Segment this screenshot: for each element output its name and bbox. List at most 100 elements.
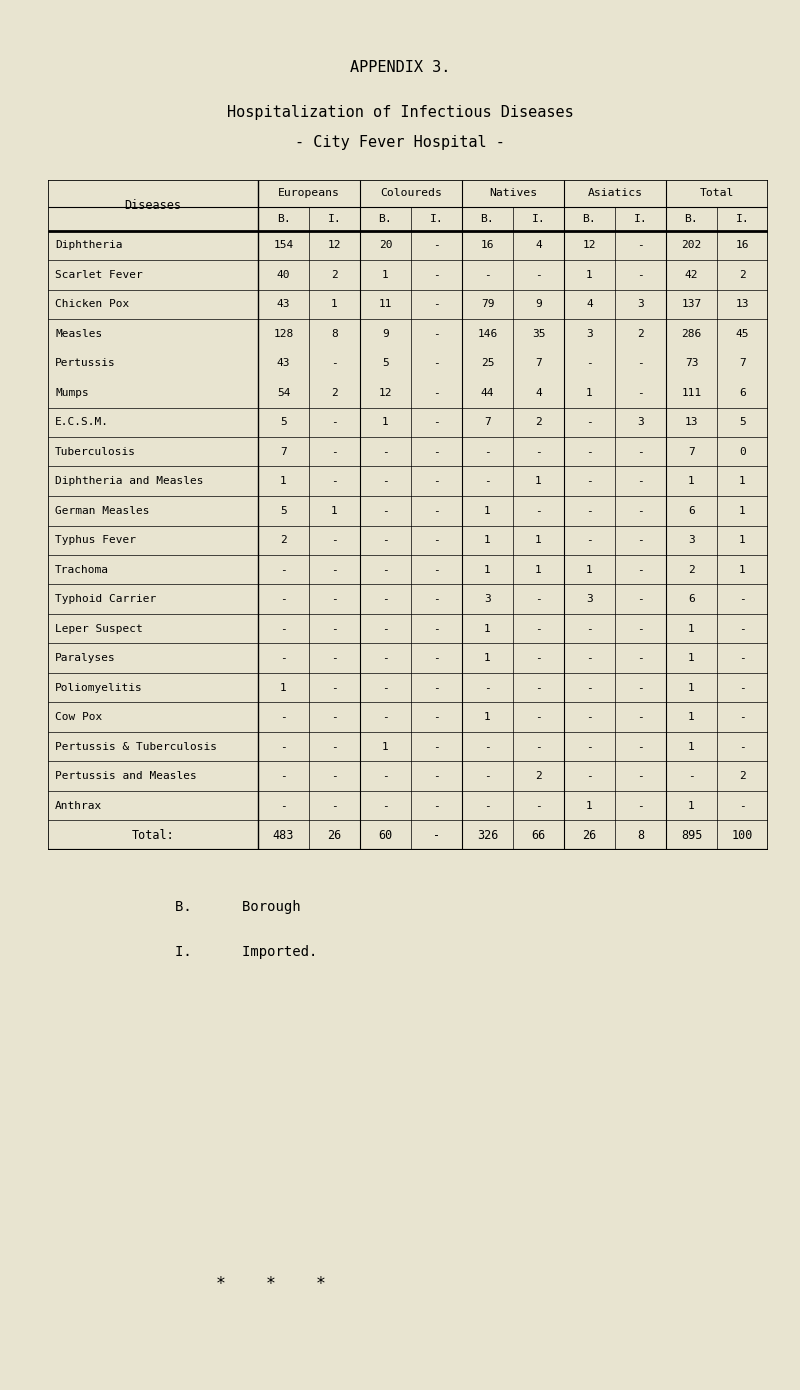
Text: -: - (433, 359, 440, 368)
Text: -: - (331, 564, 338, 574)
Text: 128: 128 (274, 329, 294, 339)
Text: -: - (331, 742, 338, 752)
Text: -: - (433, 801, 440, 810)
Text: 0: 0 (739, 446, 746, 457)
Text: 1: 1 (688, 712, 695, 723)
Text: -: - (382, 653, 389, 663)
Text: 3: 3 (637, 299, 644, 309)
Text: 1: 1 (484, 535, 491, 545)
Text: 1: 1 (484, 653, 491, 663)
Text: Pertussis and Measles: Pertussis and Measles (55, 771, 197, 781)
Text: I.: I. (736, 214, 750, 224)
Text: 40: 40 (277, 270, 290, 279)
Text: -: - (382, 682, 389, 692)
Text: -: - (433, 595, 440, 605)
Text: -: - (433, 828, 440, 842)
Text: -: - (637, 742, 644, 752)
Text: 54: 54 (277, 388, 290, 398)
Text: -: - (484, 682, 491, 692)
Text: B.: B. (582, 214, 596, 224)
Text: Natives: Natives (489, 188, 537, 199)
Text: 1: 1 (739, 535, 746, 545)
Text: Hospitalization of Infectious Diseases: Hospitalization of Infectious Diseases (226, 106, 574, 120)
Text: -: - (637, 771, 644, 781)
Text: -: - (331, 535, 338, 545)
Text: 2: 2 (331, 270, 338, 279)
Text: 1: 1 (331, 506, 338, 516)
Text: 20: 20 (378, 240, 392, 250)
Text: 146: 146 (478, 329, 498, 339)
Text: 895: 895 (681, 828, 702, 842)
Text: -: - (433, 682, 440, 692)
Text: 7: 7 (484, 417, 491, 427)
Text: -: - (382, 624, 389, 634)
Text: 1: 1 (688, 801, 695, 810)
Text: 1: 1 (586, 270, 593, 279)
Text: -: - (535, 446, 542, 457)
Text: -: - (331, 771, 338, 781)
Text: -: - (739, 801, 746, 810)
Text: 79: 79 (481, 299, 494, 309)
Text: 6: 6 (688, 506, 695, 516)
Text: -: - (433, 742, 440, 752)
Text: -: - (382, 771, 389, 781)
Text: -: - (331, 417, 338, 427)
Text: -: - (331, 801, 338, 810)
Text: 3: 3 (637, 417, 644, 427)
Text: -: - (484, 270, 491, 279)
Text: -: - (433, 653, 440, 663)
Text: -: - (382, 506, 389, 516)
Text: 1: 1 (739, 564, 746, 574)
Text: -: - (637, 682, 644, 692)
Text: -: - (433, 535, 440, 545)
Text: 1: 1 (535, 535, 542, 545)
Text: -: - (637, 624, 644, 634)
Text: -: - (382, 477, 389, 486)
Text: Typhus Fever: Typhus Fever (55, 535, 136, 545)
Text: 1: 1 (688, 653, 695, 663)
Text: 1: 1 (586, 388, 593, 398)
Text: I.: I. (430, 214, 443, 224)
Text: -: - (433, 270, 440, 279)
Text: 5: 5 (739, 417, 746, 427)
Text: -: - (280, 564, 287, 574)
Text: Scarlet Fever: Scarlet Fever (55, 270, 142, 279)
Text: -: - (535, 801, 542, 810)
Text: -: - (637, 446, 644, 457)
Text: -: - (433, 712, 440, 723)
Text: 137: 137 (682, 299, 702, 309)
Text: 1: 1 (688, 624, 695, 634)
Text: -: - (433, 446, 440, 457)
Text: 7: 7 (688, 446, 695, 457)
Text: 2: 2 (280, 535, 287, 545)
Text: -: - (535, 506, 542, 516)
Text: 26: 26 (582, 828, 597, 842)
Text: 1: 1 (484, 624, 491, 634)
Text: -: - (331, 477, 338, 486)
Text: -: - (280, 742, 287, 752)
Text: Measles: Measles (55, 329, 102, 339)
Text: 154: 154 (274, 240, 294, 250)
Text: 5: 5 (280, 417, 287, 427)
Text: 1: 1 (484, 506, 491, 516)
Text: -: - (739, 653, 746, 663)
Text: 286: 286 (682, 329, 702, 339)
Text: Chicken Pox: Chicken Pox (55, 299, 130, 309)
Text: -: - (586, 477, 593, 486)
Text: -: - (535, 653, 542, 663)
Text: 8: 8 (637, 828, 644, 842)
Text: Typhoid Carrier: Typhoid Carrier (55, 595, 156, 605)
Text: -: - (484, 446, 491, 457)
Text: 45: 45 (736, 329, 750, 339)
Text: -: - (331, 359, 338, 368)
Text: -: - (586, 359, 593, 368)
Text: 1: 1 (280, 682, 287, 692)
Text: 12: 12 (582, 240, 596, 250)
Text: -: - (331, 712, 338, 723)
Text: 2: 2 (535, 771, 542, 781)
Text: 2: 2 (739, 771, 746, 781)
Text: Leper Suspect: Leper Suspect (55, 624, 142, 634)
Text: -: - (586, 771, 593, 781)
Text: -: - (739, 595, 746, 605)
Text: -: - (331, 682, 338, 692)
